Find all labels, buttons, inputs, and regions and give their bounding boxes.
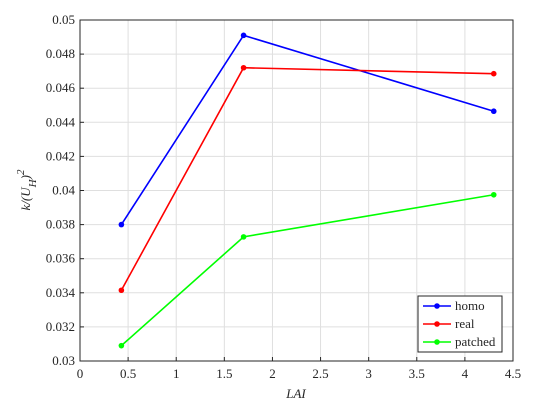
x-tick-label: 4.5 — [505, 366, 521, 381]
data-point — [490, 70, 497, 77]
y-tick-label: 0.048 — [46, 46, 75, 61]
x-tick-label: 3.5 — [409, 366, 425, 381]
y-tick-label: 0.034 — [46, 285, 76, 300]
y-tick-label: 0.044 — [46, 114, 76, 129]
data-point — [240, 32, 247, 39]
y-tick-label: 0.03 — [52, 353, 75, 368]
y-tick-label: 0.036 — [46, 251, 76, 266]
data-point — [490, 191, 497, 198]
x-tick-label: 3 — [365, 366, 372, 381]
y-tick-label: 0.05 — [52, 12, 75, 27]
plot-frame — [79, 19, 514, 362]
legend-label: homo — [455, 298, 485, 313]
x-axis-label: LAI — [285, 386, 306, 401]
legend-label: patched — [455, 334, 496, 349]
x-tick-label: 1 — [173, 366, 180, 381]
data-point — [118, 287, 125, 294]
y-tick-label: 0.04 — [52, 183, 75, 198]
y-tick-label: 0.042 — [46, 148, 75, 163]
y-tick-label: 0.038 — [46, 217, 75, 232]
x-tick-label: 0.5 — [120, 366, 136, 381]
y-tick-label: 0.032 — [46, 319, 75, 334]
x-tick-label: 0 — [77, 366, 84, 381]
x-tick-label: 2.5 — [312, 366, 328, 381]
data-point — [490, 108, 497, 115]
x-tick-label: 1.5 — [216, 366, 232, 381]
data-point — [240, 234, 247, 240]
data-point — [118, 221, 125, 228]
y-axis-label: k/(UH)2 — [15, 169, 39, 210]
data-point — [240, 64, 247, 71]
legend-marker — [434, 339, 440, 345]
legend-marker — [434, 303, 440, 309]
x-tick-label: 2 — [269, 366, 276, 381]
legend-marker — [434, 321, 440, 327]
x-tick-label: 4 — [462, 366, 469, 381]
legend-label: real — [455, 316, 475, 331]
data-point — [118, 342, 125, 349]
y-tick-label: 0.046 — [46, 80, 76, 95]
